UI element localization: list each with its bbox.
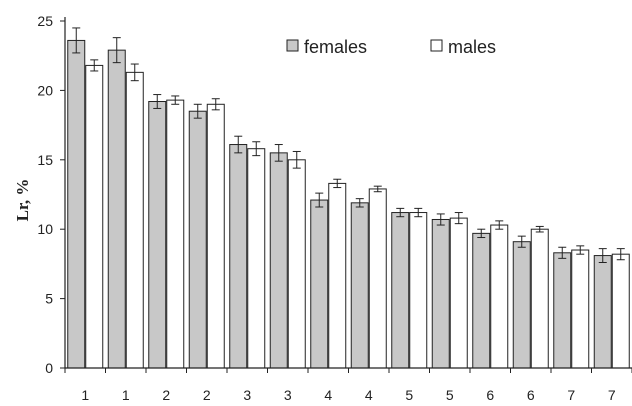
bar-females	[269, 152, 288, 369]
bar-males	[611, 253, 630, 369]
x-tick-label: 6	[486, 387, 494, 403]
x-tick-label: 1	[81, 387, 89, 403]
bar-females	[553, 252, 572, 369]
bar-males	[85, 64, 104, 369]
bar-males	[449, 217, 468, 369]
bar-males	[328, 182, 347, 369]
bar-males	[571, 249, 590, 369]
x-tick-label: 3	[243, 387, 251, 403]
legend-label-females: females	[304, 37, 367, 57]
x-tick-label: 2	[203, 387, 211, 403]
bar-females	[148, 101, 167, 369]
bar-females	[310, 199, 329, 369]
x-tick-label: 6	[527, 387, 535, 403]
bars-layer	[67, 27, 630, 369]
bar-females	[188, 110, 207, 369]
axes-layer: 0 5 10 15 20 25 1 1 2 2 3 3 4 4 5 5 6 6 7 7	[37, 13, 632, 403]
bar-males	[206, 103, 225, 369]
x-tick-label: 4	[324, 387, 332, 403]
y-tick-label: 15	[37, 152, 53, 168]
x-tick-label: 7	[567, 387, 575, 403]
x-tick-label: 5	[446, 387, 454, 403]
bar-females	[350, 202, 369, 369]
y-tick-label: 20	[37, 82, 53, 98]
bar-males	[530, 228, 549, 369]
x-tick-label: 5	[405, 387, 413, 403]
x-tick-label: 2	[162, 387, 170, 403]
x-tick-label: 1	[122, 387, 130, 403]
bar-males	[409, 212, 428, 369]
bar-females	[391, 212, 410, 369]
x-tick-label: 4	[365, 387, 373, 403]
bar-males	[287, 159, 306, 369]
bar-females	[593, 255, 612, 369]
y-axis-label: Lr, %	[13, 179, 32, 222]
bar-males	[125, 71, 144, 369]
bar-males	[166, 99, 185, 369]
bar-females	[67, 39, 86, 369]
bar-females	[472, 232, 491, 369]
bar-females	[431, 218, 450, 369]
y-tick-label: 0	[45, 360, 53, 376]
legend: females males	[286, 37, 496, 57]
bar-males	[368, 188, 387, 369]
y-tick-label: 10	[37, 221, 53, 237]
bar-females	[512, 241, 531, 369]
y-tick-label: 25	[37, 13, 53, 29]
x-tick-label: 7	[608, 387, 616, 403]
legend-label-males: males	[448, 37, 496, 57]
bar-females	[229, 144, 248, 369]
bar-females	[107, 49, 126, 369]
legend-swatch-males	[430, 39, 443, 52]
y-tick-label: 5	[45, 291, 53, 307]
legend-swatch-females	[286, 39, 299, 52]
bar-males	[490, 224, 509, 369]
bar-males	[247, 148, 266, 369]
x-tick-label: 3	[284, 387, 292, 403]
